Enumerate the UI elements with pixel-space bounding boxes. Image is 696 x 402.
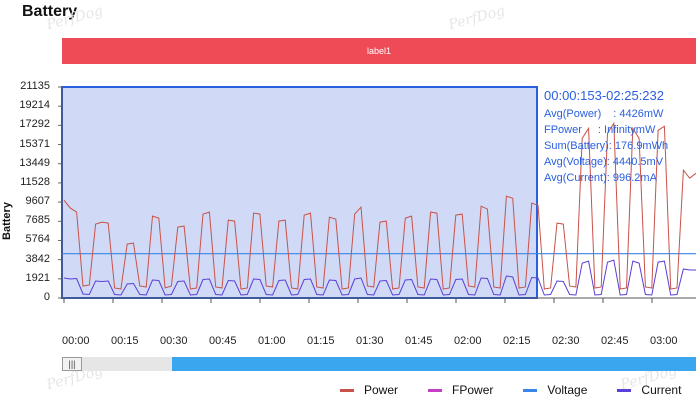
y-tick-label: 5764 <box>25 233 50 246</box>
label-bar[interactable]: label1 <box>62 38 696 64</box>
fpower-value: : InfinitymW <box>597 124 656 136</box>
readout-avg-voltage: Avg(Voltage): 4440.5mV <box>544 154 668 170</box>
legend-item-fpower[interactable]: FPower <box>428 383 493 397</box>
x-tick-label: 02:45 <box>601 335 629 347</box>
y-tick-label: 3842 <box>25 252 50 265</box>
x-tick-label: 01:00 <box>258 335 286 347</box>
legend-swatch-fpower <box>428 388 443 392</box>
readout-avg-power: Avg(Power) : 4426mW <box>544 106 668 122</box>
x-tick-label: 02:00 <box>454 335 482 347</box>
legend-item-power[interactable]: Power <box>340 383 398 397</box>
legend-label-current: Current <box>641 383 682 397</box>
y-tick-label: 7685 <box>25 214 50 227</box>
x-tick-label: 01:30 <box>356 335 384 347</box>
time-scrollbar[interactable] <box>62 357 696 371</box>
y-tick-label: 11528 <box>20 175 50 188</box>
x-tick-label: 01:15 <box>307 335 335 347</box>
avg-current-value: : 996.2mA <box>606 172 657 184</box>
chart-legend: Power FPower Voltage Current <box>340 383 681 397</box>
y-tick-label: 17292 <box>19 118 50 131</box>
legend-swatch-power <box>340 388 354 392</box>
selection-box <box>61 86 538 299</box>
page-title: Battery <box>22 3 78 20</box>
avg-voltage-value: : 4440.5mV <box>606 156 664 168</box>
x-tick-label: 00:30 <box>160 335 188 347</box>
scrollbar-thumb[interactable] <box>172 357 696 371</box>
y-tick-label: 21135 <box>20 80 50 92</box>
series-line-power <box>63 121 696 290</box>
series-line-current <box>63 259 696 296</box>
legend-label-fpower: FPower <box>452 383 494 397</box>
scrollbar-handle[interactable]: ||| <box>62 357 82 371</box>
y-tick-label: 9607 <box>25 195 50 208</box>
selection-range: 00:00:153-02:25:232 <box>544 88 664 103</box>
x-tick-label: 00:15 <box>111 335 139 347</box>
readout-sum-battery: Sum(Battery): 176.9mWh <box>544 138 668 154</box>
avg-current-label: Avg(Current) <box>544 172 607 184</box>
y-tick-label: 19214 <box>19 99 50 112</box>
x-tick-label: 02:15 <box>503 335 531 347</box>
sum-battery-label: Sum(Battery) <box>544 140 609 152</box>
legend-item-voltage[interactable]: Voltage <box>523 383 587 397</box>
avg-voltage-label: Avg(Voltage) <box>544 156 607 168</box>
legend-item-current[interactable]: Current <box>617 383 681 397</box>
selection-readout: 00:00:153-02:25:232 Avg(Power) : 4426mW F… <box>544 88 668 186</box>
x-tick-label: 02:30 <box>552 335 580 347</box>
x-tick-label: 00:45 <box>209 335 237 347</box>
y-tick-label: 15371 <box>19 137 50 150</box>
x-tick-label: 01:45 <box>405 335 433 347</box>
readout-avg-current: Avg(Current): 996.2mA <box>544 170 668 186</box>
fpower-label: FPower <box>544 124 582 136</box>
x-tick-label: 00:00 <box>62 335 90 347</box>
y-tick-label: 0 <box>43 291 50 303</box>
avg-power-label: Avg(Power) <box>544 108 602 120</box>
label-bar-text: label1 <box>366 46 392 56</box>
legend-swatch-voltage <box>523 388 538 392</box>
legend-label-voltage: Voltage <box>547 383 588 397</box>
y-tick-label: 1921 <box>25 271 50 284</box>
readout-fpower: FPower : InfinitymW <box>544 122 668 138</box>
sum-battery-value: : 176.9mWh <box>608 140 669 152</box>
avg-power-value: : 4426mW <box>613 108 664 120</box>
x-tick-label: 03:00 <box>650 335 678 347</box>
y-tick-label: 13449 <box>19 156 50 169</box>
legend-label-power: Power <box>364 383 399 397</box>
legend-swatch-current <box>617 388 632 392</box>
